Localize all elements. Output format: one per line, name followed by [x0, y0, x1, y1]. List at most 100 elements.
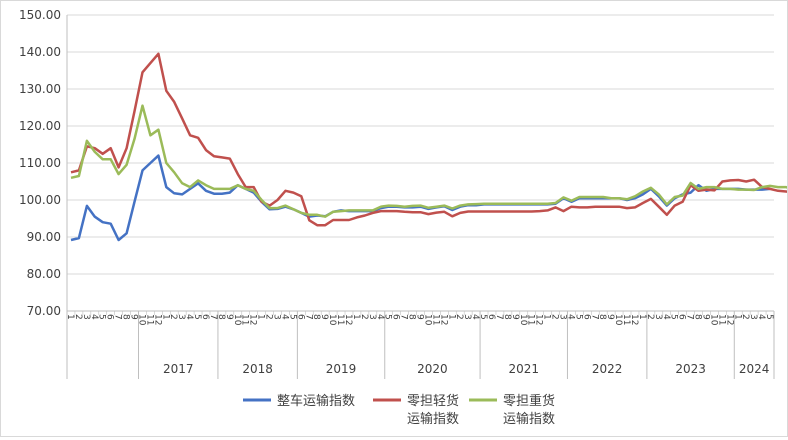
y-tick-label: 90.00 [27, 230, 61, 244]
x-tick-label: 4 [661, 314, 671, 320]
x-tick-label: 12 [152, 314, 162, 325]
x-tick-label: 12 [248, 314, 258, 325]
x-tick-label: 2 [359, 314, 369, 320]
x-tick-labels: 1234567891011121234567891011121234567891… [65, 314, 774, 326]
x-tick-label: 12 [438, 314, 448, 325]
x-tick-label: 10 [422, 314, 432, 326]
x-tick-label: 11 [716, 314, 726, 325]
y-tick-label: 110.00 [19, 156, 61, 170]
y-tick-label: 150.00 [19, 8, 61, 22]
gridlines [67, 14, 774, 275]
x-tick-label: 4 [279, 314, 289, 320]
x-tick-label: 2 [550, 314, 560, 320]
y-tick-label: 120.00 [19, 119, 61, 133]
x-tick-label: 6 [677, 314, 687, 320]
x-tick-label: 11 [144, 314, 154, 325]
x-tick-label: 5 [669, 314, 679, 320]
x-tick-label: 3 [653, 314, 663, 320]
x-tick-label: 7 [208, 314, 218, 320]
year-label: 2022 [592, 362, 623, 376]
year-label: 2021 [508, 362, 539, 376]
x-tick-label: 1 [446, 314, 456, 320]
year-label: 2020 [417, 362, 448, 376]
x-tick-label: 8 [311, 314, 321, 320]
x-tick-label: 12 [534, 314, 544, 325]
x-tick-label: 10 [327, 314, 337, 326]
x-tick-label: 6 [200, 314, 210, 320]
legend: 整车运输指数 零担轻货运输指数 零担重货运输指数 [243, 393, 555, 427]
year-label: 2023 [675, 362, 706, 376]
x-tick-label: 5 [383, 314, 393, 320]
x-tick-label: 3 [367, 314, 377, 320]
x-tick-label: 10 [232, 314, 242, 326]
x-tick-label: 5 [573, 314, 583, 320]
x-tick-label: 10 [613, 314, 623, 326]
x-tick-label: 12 [343, 314, 353, 325]
x-tick-label: 4 [184, 314, 194, 320]
x-tick-label: 8 [502, 314, 512, 320]
x-tick-label: 9 [224, 314, 234, 320]
x-tick-label: 2 [264, 314, 274, 320]
x-tick-label: 1 [351, 314, 361, 320]
series-line-1 [70, 154, 771, 242]
series-lines [70, 52, 788, 242]
x-tick-label: 7 [685, 314, 695, 320]
x-tick-label: 5 [764, 314, 774, 320]
x-tick-label: 8 [597, 314, 607, 320]
x-tick-label: 11 [335, 314, 345, 325]
legend-label: 整车运输指数 [277, 393, 355, 409]
x-tick-label: 7 [494, 314, 504, 320]
x-tick-label: 5 [192, 314, 202, 320]
y-tick-label: 100.00 [19, 193, 61, 207]
x-tick-label: 6 [295, 314, 305, 320]
x-tick-label: 8 [121, 314, 131, 320]
x-tick-label: 9 [700, 314, 710, 320]
x-tick-label: 3 [462, 314, 472, 320]
x-tick-label: 4 [756, 314, 766, 320]
x-tick-label: 9 [510, 314, 520, 320]
y-tick-label: 130.00 [19, 82, 61, 96]
year-label: 2017 [163, 362, 194, 376]
x-tick-label: 12 [724, 314, 734, 325]
x-tick-label: 4 [470, 314, 480, 320]
x-tick-label: 1 [256, 314, 266, 320]
x-tick-label: 5 [287, 314, 297, 320]
x-tick-label: 9 [129, 314, 139, 320]
x-tick-label: 9 [415, 314, 425, 320]
x-tick-label: 5 [478, 314, 488, 320]
x-tick-label: 11 [430, 314, 440, 325]
x-tick-label: 6 [105, 314, 115, 320]
x-tick-label: 2 [645, 314, 655, 320]
x-tick-label: 12 [629, 314, 639, 325]
x-tick-label: 1 [732, 314, 742, 320]
x-tick-label: 8 [216, 314, 226, 320]
x-tick-label: 7 [303, 314, 313, 320]
x-tick-label: 3 [176, 314, 186, 320]
x-tick-label: 6 [581, 314, 591, 320]
x-tick-label: 11 [240, 314, 250, 325]
legend-label: 零担轻货运输指数 [407, 393, 459, 427]
x-tick-label: 3 [81, 314, 91, 320]
x-tick-label: 4 [375, 314, 385, 320]
x-tick-label: 8 [407, 314, 417, 320]
x-tick-label: 4 [565, 314, 575, 320]
legend-label: 零担重货运输指数 [503, 393, 555, 427]
y-tick-label: 140.00 [19, 45, 61, 59]
x-tick-label: 1 [637, 314, 647, 320]
x-tick-label: 3 [748, 314, 758, 320]
x-tick-label: 7 [589, 314, 599, 320]
x-tick-label: 6 [391, 314, 401, 320]
x-tick-label: 3 [272, 314, 282, 320]
x-tick-label: 9 [605, 314, 615, 320]
x-tick-label: 2 [454, 314, 464, 320]
x-tick-label: 11 [621, 314, 631, 325]
x-tick-label: 3 [557, 314, 567, 320]
x-tick-label: 9 [319, 314, 329, 320]
x-tick-label: 5 [97, 314, 107, 320]
x-tick-label: 7 [399, 314, 409, 320]
x-tick-label: 1 [160, 314, 170, 320]
x-tick-label: 10 [136, 314, 146, 326]
y-tick-labels: 70.00 80.00 90.00 100.00 110.00 120.00 130.00 1… [19, 8, 61, 318]
year-label: 2018 [242, 362, 273, 376]
